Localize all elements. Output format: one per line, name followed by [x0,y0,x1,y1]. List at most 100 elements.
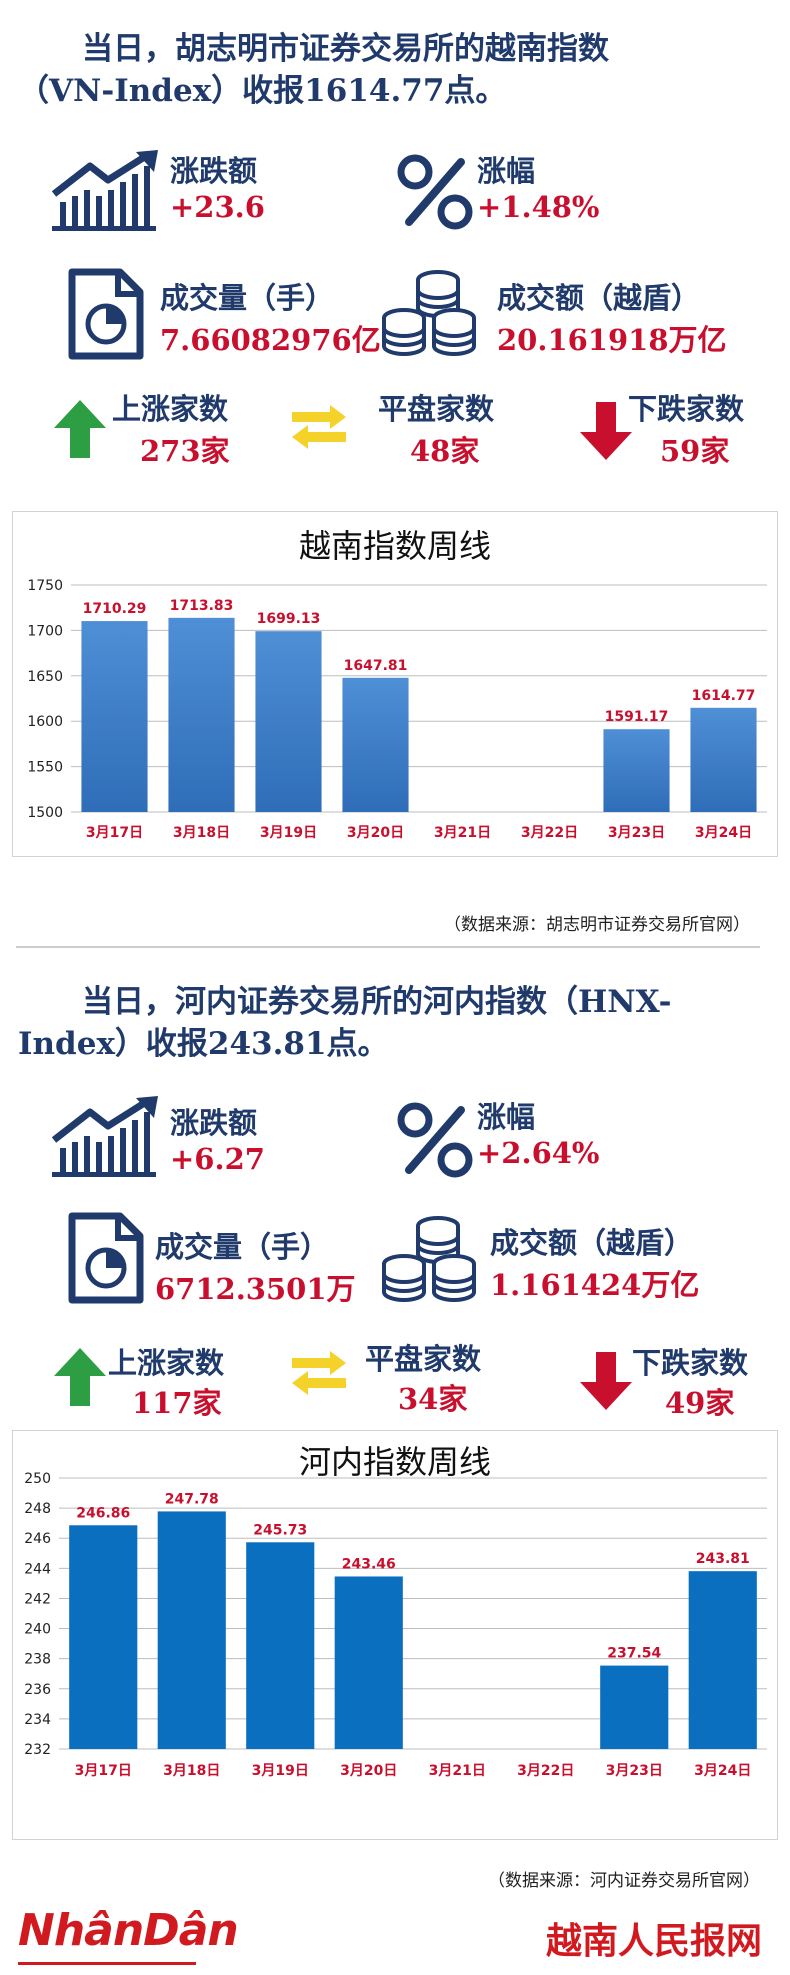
x-tick-label: 3月24日 [695,825,752,841]
data-label: 243.81 [696,1551,750,1567]
hnx-flat-label: 平盘家数 [365,1342,482,1376]
bar [603,729,670,812]
y-tick-label: 248 [24,1501,51,1517]
x-tick-label: 3月22日 [521,825,578,841]
x-tick-label: 3月18日 [163,1763,220,1779]
hnx-headline-line1: 当日，河内证券交易所的河内指数（HNX- [82,984,672,1020]
bar [81,621,148,812]
x-tick-label: 3月21日 [429,1763,486,1779]
arrow-up-icon [54,1348,106,1406]
hnx-source: （数据来源：河内证券交易所官网） [488,1871,760,1891]
data-label: 247.78 [165,1491,219,1507]
data-label: 1713.83 [170,598,234,614]
x-tick-label: 3月22日 [517,1763,574,1779]
vn-volume-label: 成交量（手） [160,281,335,315]
data-label: 237.54 [607,1646,661,1662]
bar [342,677,409,812]
footer-logo-underline [18,1962,196,1965]
bar [334,1576,403,1749]
hnx-up-label: 上涨家数 [108,1346,225,1380]
bar [600,1665,669,1749]
bar [246,1542,315,1749]
coin-stack-icon [382,1216,476,1302]
y-tick-label: 1600 [27,714,63,730]
document-pie-icon [68,1212,144,1304]
bar [157,1511,226,1749]
y-tick-label: 238 [24,1652,51,1668]
vn-up-value: 273家 [140,434,230,468]
swap-arrows-icon [292,405,346,449]
vn-source: （数据来源：胡志明市证券交易所官网） [444,915,750,935]
percent-icon [397,154,473,230]
hnx-down-label: 下跌家数 [632,1346,749,1380]
vn-up-label: 上涨家数 [112,392,229,426]
y-tick-label: 1650 [27,669,63,685]
x-tick-label: 3月17日 [75,1763,132,1779]
vn-volume-value: 7.66082976亿 [160,323,381,357]
y-tick-label: 240 [24,1622,51,1638]
hnx-change-label: 涨跌额 [170,1106,258,1140]
hnx-index-bar-chart: 河内指数周线 232 234 236 238 240 242 244 246 248 250 246.… [24,1443,767,1779]
arrow-down-icon [580,402,632,460]
y-tick-label: 234 [24,1712,51,1728]
y-tick-label: 1500 [27,805,63,821]
chart-title: 越南指数周线 [299,527,491,565]
data-label: 243.46 [342,1556,396,1572]
hnx-change-value: +6.27 [170,1142,265,1176]
vn-flat-label: 平盘家数 [378,392,495,426]
hnx-turnover-value: 1.161424万亿 [490,1268,700,1302]
bar [69,1525,138,1749]
vn-turnover-label: 成交额（越盾） [497,281,701,315]
bar [168,617,235,812]
x-tick-label: 3月20日 [340,1763,397,1779]
vn-down-value: 59家 [660,434,730,468]
x-tick-label: 3月24日 [694,1763,751,1779]
vn-pct-label: 涨幅 [477,154,536,188]
trend-chart-icon [51,150,158,231]
y-tick-label: 244 [24,1561,51,1577]
chart-title: 河内指数周线 [299,1443,491,1481]
x-tick-label: 3月19日 [260,825,317,841]
vn-chart-panel: 越南指数周线 1500 1550 1600 1650 1700 1750 1710.29 3月1… [12,511,778,857]
vn-change-value: +23.6 [170,190,265,224]
hnx-up-value: 117家 [132,1386,222,1420]
arrow-down-icon [580,1352,632,1410]
bar [688,1571,757,1749]
hnx-volume-value: 6712.3501万 [155,1272,356,1306]
nhandan-logo: NhânDân [18,1905,239,1956]
vn-headline-line2: （VN-Index）收报1614.77点。 [18,73,507,109]
data-label: 1710.29 [83,601,147,617]
arrow-up-icon [54,400,106,458]
y-tick-label: 242 [24,1591,51,1607]
y-tick-label: 250 [24,1471,51,1487]
section-divider [16,946,760,948]
x-tick-label: 3月23日 [606,1763,663,1779]
hnx-volume-label: 成交量（手） [155,1230,330,1264]
hnx-headline-line2: Index）收报243.81点。 [18,1026,389,1062]
data-label: 1647.81 [344,658,408,674]
vn-flat-value: 48家 [410,434,480,468]
footer-brand-title: 越南人民报网 [545,1920,762,1962]
trend-chart-icon [51,1096,158,1177]
coin-stack-icon [382,270,476,356]
vn-pct-value: +1.48% [477,190,600,224]
y-tick-label: 236 [24,1682,51,1698]
hnx-flat-value: 34家 [398,1382,468,1416]
document-pie-icon [68,268,144,360]
swap-arrows-icon [292,1351,346,1395]
y-tick-label: 1750 [27,578,63,594]
y-tick-label: 246 [24,1531,51,1547]
hnx-pct-label: 涨幅 [477,1100,536,1134]
x-tick-label: 3月18日 [173,825,230,841]
data-label: 1614.77 [692,688,756,704]
x-tick-label: 3月17日 [86,825,143,841]
x-tick-label: 3月23日 [608,825,665,841]
vn-index-bar-chart: 越南指数周线 1500 1550 1600 1650 1700 1750 1710.29 3月1… [27,527,767,841]
x-tick-label: 3月19日 [252,1763,309,1779]
hnx-pct-value: +2.64% [477,1136,600,1170]
bar [690,707,757,812]
y-tick-label: 1700 [27,623,63,639]
y-tick-label: 1550 [27,760,63,776]
percent-icon [397,1102,473,1178]
hnx-chart-panel: 河内指数周线 232 234 236 238 240 242 244 246 248 250 246.… [12,1430,778,1840]
